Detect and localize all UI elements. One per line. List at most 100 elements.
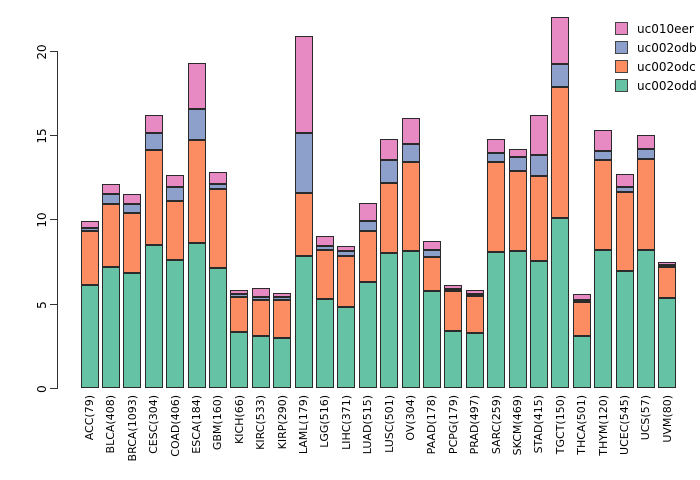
bar-segment-uc002odc (401, 162, 420, 251)
bar-kirc (251, 287, 270, 388)
bar-segment-uc002odd (166, 259, 185, 388)
bar-segment-uc010eer (208, 172, 227, 185)
legend-swatch-icon (615, 60, 628, 73)
bar-segment-uc010eer (166, 174, 185, 187)
x-category-label: KIRP(290) (275, 395, 289, 450)
bar-segment-uc002odd (123, 273, 142, 388)
bar-segment-uc002odc (294, 193, 313, 256)
bar-segment-uc002odb (422, 249, 441, 257)
bar-segment-uc002odd (80, 285, 99, 388)
y-tick-label: 20 (35, 44, 49, 60)
legend-swatch-icon (615, 22, 628, 35)
bar-segment-uc010eer (144, 114, 163, 134)
legend-label: uc002odb (637, 40, 697, 55)
bar-segment-uc002odb (80, 227, 99, 232)
bar-segment-uc010eer (615, 173, 634, 187)
bar-segment-uc002odb (487, 152, 506, 163)
bar-lgg (315, 236, 334, 388)
x-category-label: ESCA(184) (190, 395, 203, 454)
x-category-label: BRCA(1093) (125, 395, 139, 462)
y-axis-tick (50, 388, 57, 389)
bar-skcm (508, 148, 527, 388)
bar-segment-uc002odd (572, 335, 591, 388)
bar-segment-uc002odc (144, 150, 163, 245)
bar-segment-uc010eer (465, 290, 484, 294)
y-axis-tick (50, 219, 57, 221)
bar-brca (123, 194, 142, 388)
bar-segment-uc002odd (594, 249, 613, 388)
bar-segment-uc010eer (294, 35, 313, 134)
bar-segment-uc010eer (80, 221, 99, 228)
bar-segment-uc002odc (508, 170, 527, 252)
x-category-label: LIHC(371) (339, 395, 353, 450)
bar-segment-uc002odc (337, 255, 356, 308)
bar-segment-uc010eer (487, 139, 506, 153)
x-category-label: LUSC(501) (382, 395, 396, 453)
bar-cesc (144, 114, 163, 388)
bar-ucs (636, 135, 655, 388)
bar-segment-uc002odd (444, 330, 463, 388)
bar-segment-uc002odb (315, 245, 334, 250)
bar-segment-uc002odc (594, 160, 613, 250)
bar-ucec (615, 173, 634, 388)
bar-segment-uc002odc (422, 256, 441, 292)
y-axis-tick (50, 50, 57, 52)
bar-segment-uc002odc (251, 300, 270, 336)
bar-sarc (487, 139, 506, 388)
bar-segment-uc002odb (551, 64, 570, 88)
bar-segment-uc002odd (358, 281, 377, 388)
bar-segment-uc002odb (615, 186, 634, 193)
bar-segment-uc010eer (594, 130, 613, 152)
bar-segment-uc010eer (187, 63, 206, 109)
bar-segment-uc010eer (358, 203, 377, 222)
x-category-label: OV(304) (404, 395, 417, 441)
bar-segment-uc002odd (337, 307, 356, 388)
bar-segment-uc002odd (487, 252, 506, 388)
bar-laml (294, 35, 313, 388)
legend-label: uc002odc (637, 59, 696, 74)
bar-esca (187, 63, 206, 388)
bar-segment-uc002odd (294, 255, 313, 388)
bar-segment-uc002odc (101, 204, 120, 267)
legend-item-uc002odd: uc002odd (615, 76, 697, 95)
x-category-label: ACC(79) (83, 395, 96, 441)
y-tick-label: 0 (35, 385, 49, 393)
bar-blca (101, 184, 120, 388)
bar-segment-uc010eer (123, 194, 142, 205)
bar-thym (594, 130, 613, 388)
bar-kirp (273, 292, 292, 388)
bar-segment-uc002odc (230, 296, 249, 332)
legend-label: uc002odd (637, 78, 697, 93)
x-category-label: PAAD(178) (425, 395, 439, 455)
x-category-label: KIRC(533) (254, 395, 268, 450)
bar-segment-uc002odd (401, 250, 420, 388)
x-category-label: THYM(120) (596, 395, 610, 456)
bar-segment-uc002odd (380, 253, 399, 388)
bar-segment-uc002odc (636, 158, 655, 250)
legend-swatch-icon (615, 41, 628, 54)
bar-segment-uc002odd (508, 251, 527, 388)
legend-swatch-icon (615, 79, 628, 92)
x-category-label: UVM(80) (660, 395, 674, 443)
bar-segment-uc002odc (380, 183, 399, 254)
y-axis-tick (50, 303, 57, 305)
legend-item-uc002odb: uc002odb (615, 38, 697, 57)
bar-segment-uc002odd (658, 297, 677, 388)
bar-segment-uc002odb (251, 296, 270, 301)
bar-segment-uc002odb (187, 108, 206, 141)
bar-segment-uc010eer (636, 135, 655, 149)
bar-segment-uc002odb (294, 133, 313, 194)
bar-segment-uc002odc (465, 296, 484, 334)
x-category-label: KICH(66) (232, 395, 246, 444)
bar-segment-uc002odc (187, 140, 206, 243)
bar-segment-uc002odd (551, 217, 570, 388)
bar-segment-uc002odc (551, 87, 570, 218)
x-category-label: UCS(57) (639, 395, 653, 441)
y-axis-line (57, 50, 58, 389)
bar-segment-uc002odb (594, 151, 613, 161)
bar-stad (529, 114, 548, 388)
bar-segment-uc002odd (187, 243, 206, 388)
bar-uvm (658, 261, 677, 388)
x-category-label: GBM(160) (211, 395, 225, 451)
